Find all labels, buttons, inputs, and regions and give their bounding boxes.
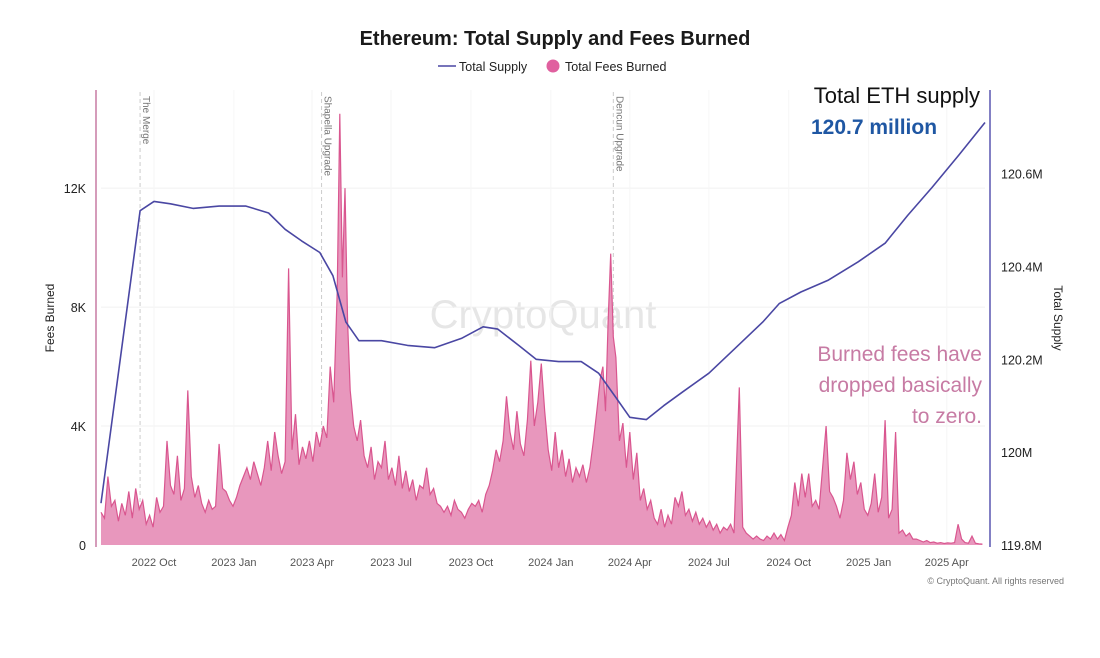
fees-annotation: Burned fees have dropped basically to ze… [817,343,982,428]
fees-annotation-line-3: to zero. [912,405,982,428]
supply-annotation-value: 120.7 million [811,116,937,139]
x-tick-label: 2025 Jan [846,557,891,569]
x-tick-label: 2024 Apr [608,557,652,569]
legend-fees-marker [547,60,560,73]
event-label-2: Dencun Upgrade [613,96,624,172]
left-axis-label: Fees Burned [43,284,57,353]
x-tick-label: 2025 Apr [925,557,969,569]
legend: Total Supply Total Fees Burned [438,60,666,75]
x-tick-label: 2024 Jul [688,557,730,569]
event-label-1: Shapella Upgrade [322,96,333,176]
right-tick-label: 120M [1001,446,1032,460]
watermark: CryptoQuant [430,293,657,337]
event-label-0: The Merge [140,96,151,145]
chart-title: Ethereum: Total Supply and Fees Burned [360,28,751,50]
right-tick-label: 120.4M [1001,260,1043,274]
left-tick-label: 8K [71,301,87,315]
right-axis-label: Total Supply [1051,285,1065,350]
right-axis-ticks: 119.8M 120M 120.2M 120.4M 120.6M [1001,168,1043,553]
copyright: © CryptoQuant. All rights reserved [927,576,1064,586]
right-tick-label: 120.6M [1001,168,1043,182]
fees-annotation-line-2: dropped basically [819,374,983,397]
x-axis-ticks: 2022 Oct 2023 Jan 2023 Apr 2023 Jul 2023 Oct… [132,557,969,569]
right-tick-label: 120.2M [1001,353,1043,367]
legend-supply-label: Total Supply [459,60,528,74]
left-tick-label: 4K [71,420,87,434]
x-tick-label: 2022 Oct [132,557,177,569]
supply-annotation-head: Total ETH supply [814,83,980,108]
fees-annotation-line-1: Burned fees have [817,343,982,366]
left-tick-label: 12K [64,182,87,196]
x-tick-label: 2024 Oct [766,557,811,569]
x-tick-label: 2024 Jan [528,557,573,569]
legend-fees-label: Total Fees Burned [565,60,666,74]
x-tick-label: 2023 Apr [290,557,334,569]
x-tick-label: 2023 Jul [370,557,412,569]
supply-annotation: Total ETH supply 120.7 million [811,83,980,139]
left-axis-ticks: 0 4K 8K 12K [64,182,87,553]
x-tick-label: 2023 Oct [449,557,494,569]
left-tick-label: 0 [79,539,86,553]
x-tick-label: 2023 Jan [211,557,256,569]
right-tick-label: 119.8M [1001,539,1042,553]
